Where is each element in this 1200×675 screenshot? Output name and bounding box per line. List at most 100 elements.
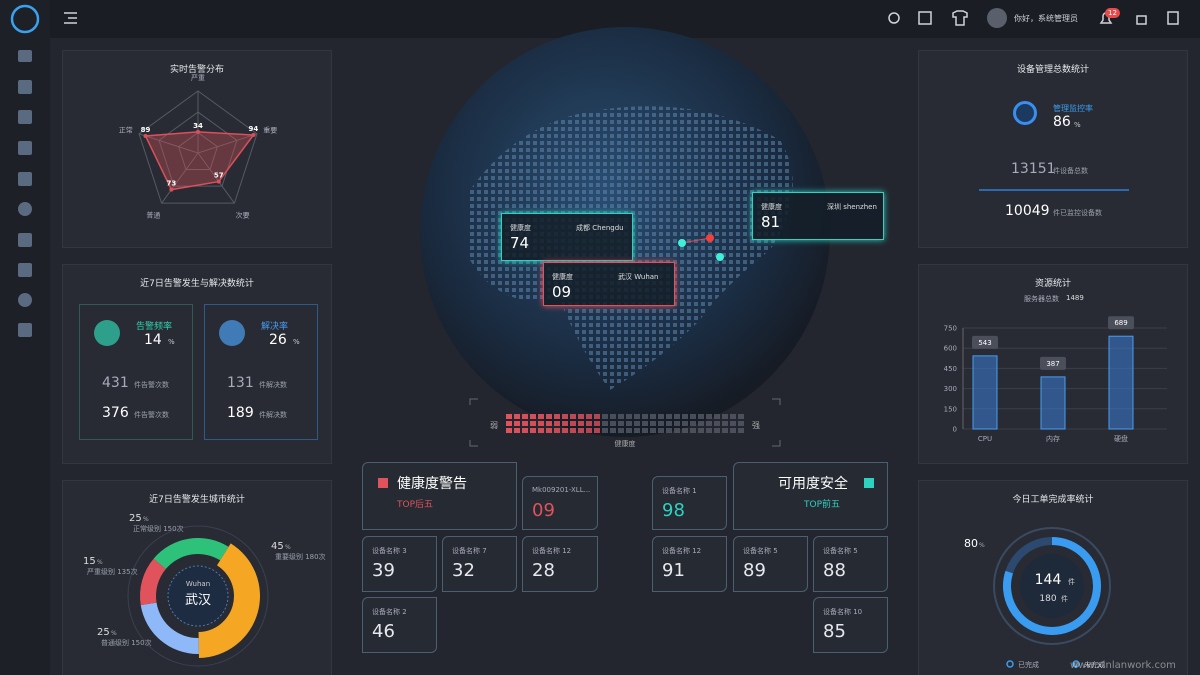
device-name: 设备名称 12 <box>532 547 572 555</box>
donut-inner <box>167 565 229 627</box>
device-card[interactable]: 设备名称 12 28 <box>522 536 598 592</box>
link <box>681 237 711 244</box>
scale-cell <box>682 421 688 426</box>
scale-cell <box>690 421 696 426</box>
menu-toggle[interactable] <box>64 12 77 24</box>
count-value: 10049 <box>1005 203 1050 219</box>
group-sub[interactable]: TOP后五 <box>397 500 434 510</box>
city-dot <box>706 234 714 242</box>
device-name: 设备名称 2 <box>372 608 407 616</box>
device-name: 设备名称 12 <box>662 547 702 555</box>
scale-cell <box>714 421 720 426</box>
scale-cell <box>602 428 608 433</box>
center-en: Wuhan <box>186 580 210 588</box>
radar-label: 严重 <box>191 74 205 82</box>
device-card[interactable]: Mk009201-XLL... 09 <box>522 476 598 530</box>
donut-segment <box>140 558 166 606</box>
scale-cell <box>522 414 528 419</box>
segment-unit: % <box>111 630 117 637</box>
scale-cell <box>578 421 584 426</box>
y-tick-label: 300 <box>944 385 957 393</box>
done-value: 144 <box>1035 572 1062 588</box>
card-label: 告警频率 <box>136 322 173 332</box>
device-value: 28 <box>532 560 555 581</box>
device-card[interactable]: 设备名称 3 39 <box>362 536 437 592</box>
scale-cell <box>586 421 592 426</box>
group-color-box <box>378 478 388 488</box>
device-value: 89 <box>743 560 766 581</box>
group-sub[interactable]: TOP前五 <box>804 500 841 510</box>
scale-cell <box>618 428 624 433</box>
segment-percent: 45 <box>271 541 284 552</box>
scale-cell <box>674 414 680 419</box>
device-value: 91 <box>662 560 685 581</box>
scale-cell <box>594 428 600 433</box>
device-name: 设备名称 10 <box>823 608 863 616</box>
radar-point <box>143 133 148 138</box>
legend-label: 未完成 <box>1084 660 1105 669</box>
scale-cell <box>650 428 656 433</box>
device-card[interactable]: 设备名称 2 46 <box>362 597 437 653</box>
legend-marker <box>1072 660 1080 668</box>
count-value: 376 <box>102 405 129 421</box>
scale-cell <box>650 421 656 426</box>
device-card[interactable]: 设备名称 5 89 <box>733 536 808 592</box>
segment-detail: 普通级别 150次 <box>101 638 152 647</box>
panel: 近7日告警发生与解决数统计 告警频率 14% 431 件告警次数 376 件告警次数 解决率 2… <box>62 264 332 464</box>
scale-cell <box>562 428 568 433</box>
device-name: 设备名称 5 <box>743 547 778 555</box>
device-card[interactable]: 设备名称 7 32 <box>442 536 517 592</box>
scale-cell <box>546 428 552 433</box>
bar-value: 689 <box>1114 319 1127 327</box>
donut-segment <box>153 538 229 570</box>
count-label: 件告警次数 <box>134 381 169 389</box>
health-scale <box>506 414 744 433</box>
scale-cell <box>546 414 552 419</box>
device-value: 32 <box>452 560 475 581</box>
user-name[interactable]: 你好，系统管理员 <box>1014 14 1078 23</box>
total-value: 1489 <box>1066 294 1084 302</box>
radar-value: 73 <box>167 180 177 188</box>
scale-cell <box>706 421 712 426</box>
sidebar <box>0 0 50 675</box>
gauge-core <box>1020 554 1084 618</box>
gauge-outer <box>993 527 1111 645</box>
device-name: 设备名称 5 <box>823 547 858 555</box>
scale-cell <box>610 428 616 433</box>
scale-cell <box>578 428 584 433</box>
scale-cell <box>714 414 720 419</box>
scale-cell <box>554 421 560 426</box>
percent-value: 80 <box>964 537 978 550</box>
rate-value: 26 <box>269 332 287 348</box>
map-label[interactable]: 健康度 深圳 shenzhen 81 <box>752 192 884 240</box>
map-label[interactable]: 健康度 武汉 Wuhan 09 <box>543 262 675 306</box>
card-icon <box>94 320 120 346</box>
topbar-icons[interactable] <box>888 8 1179 28</box>
bar <box>1040 376 1066 430</box>
bar-value: 387 <box>1046 360 1059 368</box>
scale-cell <box>682 428 688 433</box>
watermark: www.xinlanwork.com <box>1070 660 1176 671</box>
device-card[interactable]: 设备名称 1 98 <box>652 476 727 530</box>
count-label: 件告警次数 <box>134 411 169 419</box>
segment-detail: 正常级别 150次 <box>133 524 184 533</box>
scale-frame <box>469 398 781 447</box>
legend-marker <box>1006 660 1014 668</box>
scale-cell <box>506 421 512 426</box>
radar-value: 34 <box>193 122 203 130</box>
map-label[interactable]: 健康度 成都 Chengdu 74 <box>501 213 633 261</box>
gauge-progress <box>1003 537 1101 635</box>
rate-unit: % <box>1074 121 1081 129</box>
y-tick-label: 600 <box>944 345 957 353</box>
device-card[interactable]: 设备名称 10 85 <box>813 597 888 653</box>
label-value: 74 <box>510 234 530 252</box>
device-card[interactable]: 设备名称 12 91 <box>652 536 727 592</box>
scale-cell <box>610 414 616 419</box>
stat-card: 解决率 26% 131 件解决数 189 件解决数 <box>204 304 318 440</box>
group-title: 健康度警告 <box>397 476 467 492</box>
device-card[interactable]: 设备名称 5 88 <box>813 536 888 592</box>
scale-cell <box>722 414 728 419</box>
count-label: 件设备总数 <box>1053 167 1088 175</box>
